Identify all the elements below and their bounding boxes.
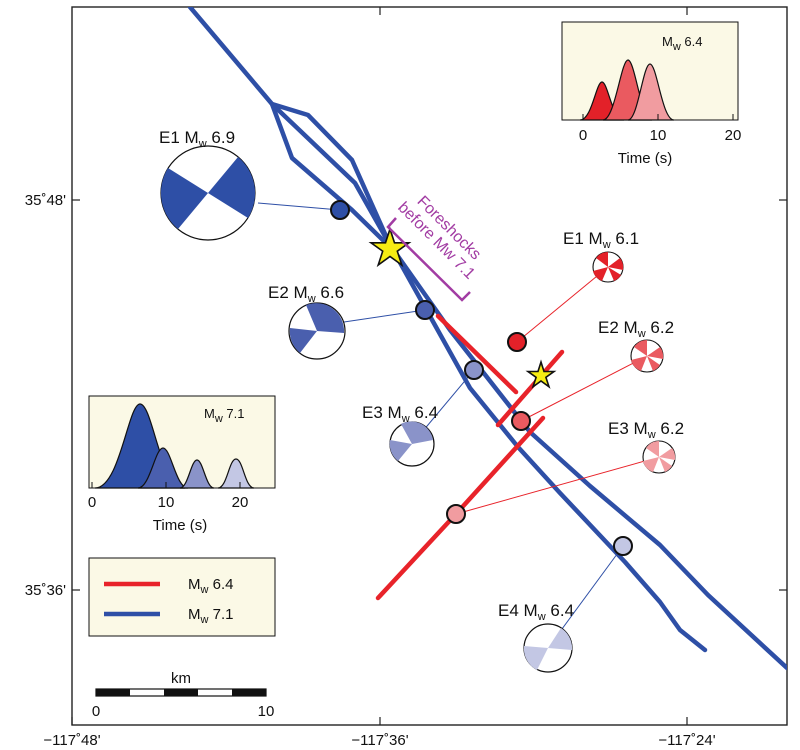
beachball-mw71-e2 [288,302,346,360]
mw71-e1-epicenter [330,200,350,220]
legend-label-mw71: Mw 7.1 [188,606,233,626]
mw64-e2-epicenter [511,411,531,431]
mw64-e3-epicenter [446,504,466,524]
mw64-e1-epicenter [507,332,527,352]
inset-mw64-xtick-20: 20 [725,127,742,144]
label-mw71-e1: E1 Mw 6.9 [159,128,235,150]
scale-bar-min: 0 [92,703,100,720]
xtick-117-48: −117˚48' [43,732,100,749]
scale-bar-unit: km [171,670,191,687]
xtick-117-24: −117˚24' [658,732,715,749]
beachball-mw71-e1 [160,145,256,241]
label-mw64-e2: E2 Mw 6.2 [598,318,674,340]
label-mw64-e3: E3 Mw 6.2 [608,419,684,441]
inset-mw71-xtick-10: 10 [158,494,175,511]
mw71-e3-epicenter [464,360,484,380]
inset-mw71-tag: Mw 7.1 [204,406,244,425]
inset-mw64-xlabel: Time (s) [618,150,672,167]
label-mw71-e4: E4 Mw 6.4 [498,601,574,623]
label-mw71-e2: E2 Mw 6.6 [268,283,344,305]
beachball-mw71-e3 [389,421,435,467]
scale-bar: km 0 10 [92,670,275,720]
mw64-epicenter-star [525,359,557,389]
foreshock-bracket [386,217,471,302]
beachball-mw64-e3 [642,440,676,474]
mw71-e4-epicenter [613,536,633,556]
inset-mw71-xtick-0: 0 [88,494,96,511]
beachball-mw64-e2 [630,339,664,373]
inset-mw71-xlabel: Time (s) [153,517,207,534]
beachball-mw64-e1 [592,251,624,283]
ytick-35-36: 35˚36' [25,582,66,599]
label-mw71-e3: E3 Mw 6.4 [362,403,438,425]
inset-mw64-xtick-10: 10 [650,127,667,144]
inset-mw64-stf: Mw 6.4 0 10 20 Time (s) [561,21,742,167]
scale-bar-max: 10 [258,703,275,720]
mw71-e2-epicenter [415,300,435,320]
beachball-mw71-e4 [523,623,573,673]
legend: Mw 6.4 Mw 7.1 [88,557,276,637]
xtick-117-36: −117˚36' [351,732,408,749]
inset-mw71-xtick-20: 20 [232,494,249,511]
legend-label-mw64: Mw 6.4 [188,576,233,596]
ytick-35-48: 35˚48' [25,192,66,209]
inset-mw64-xtick-0: 0 [579,127,587,144]
inset-mw71-stf: Mw 7.1 0 10 20 Time (s) [88,395,276,534]
label-mw64-e1: E1 Mw 6.1 [563,229,639,251]
inset-mw64-tag: Mw 6.4 [662,34,702,53]
